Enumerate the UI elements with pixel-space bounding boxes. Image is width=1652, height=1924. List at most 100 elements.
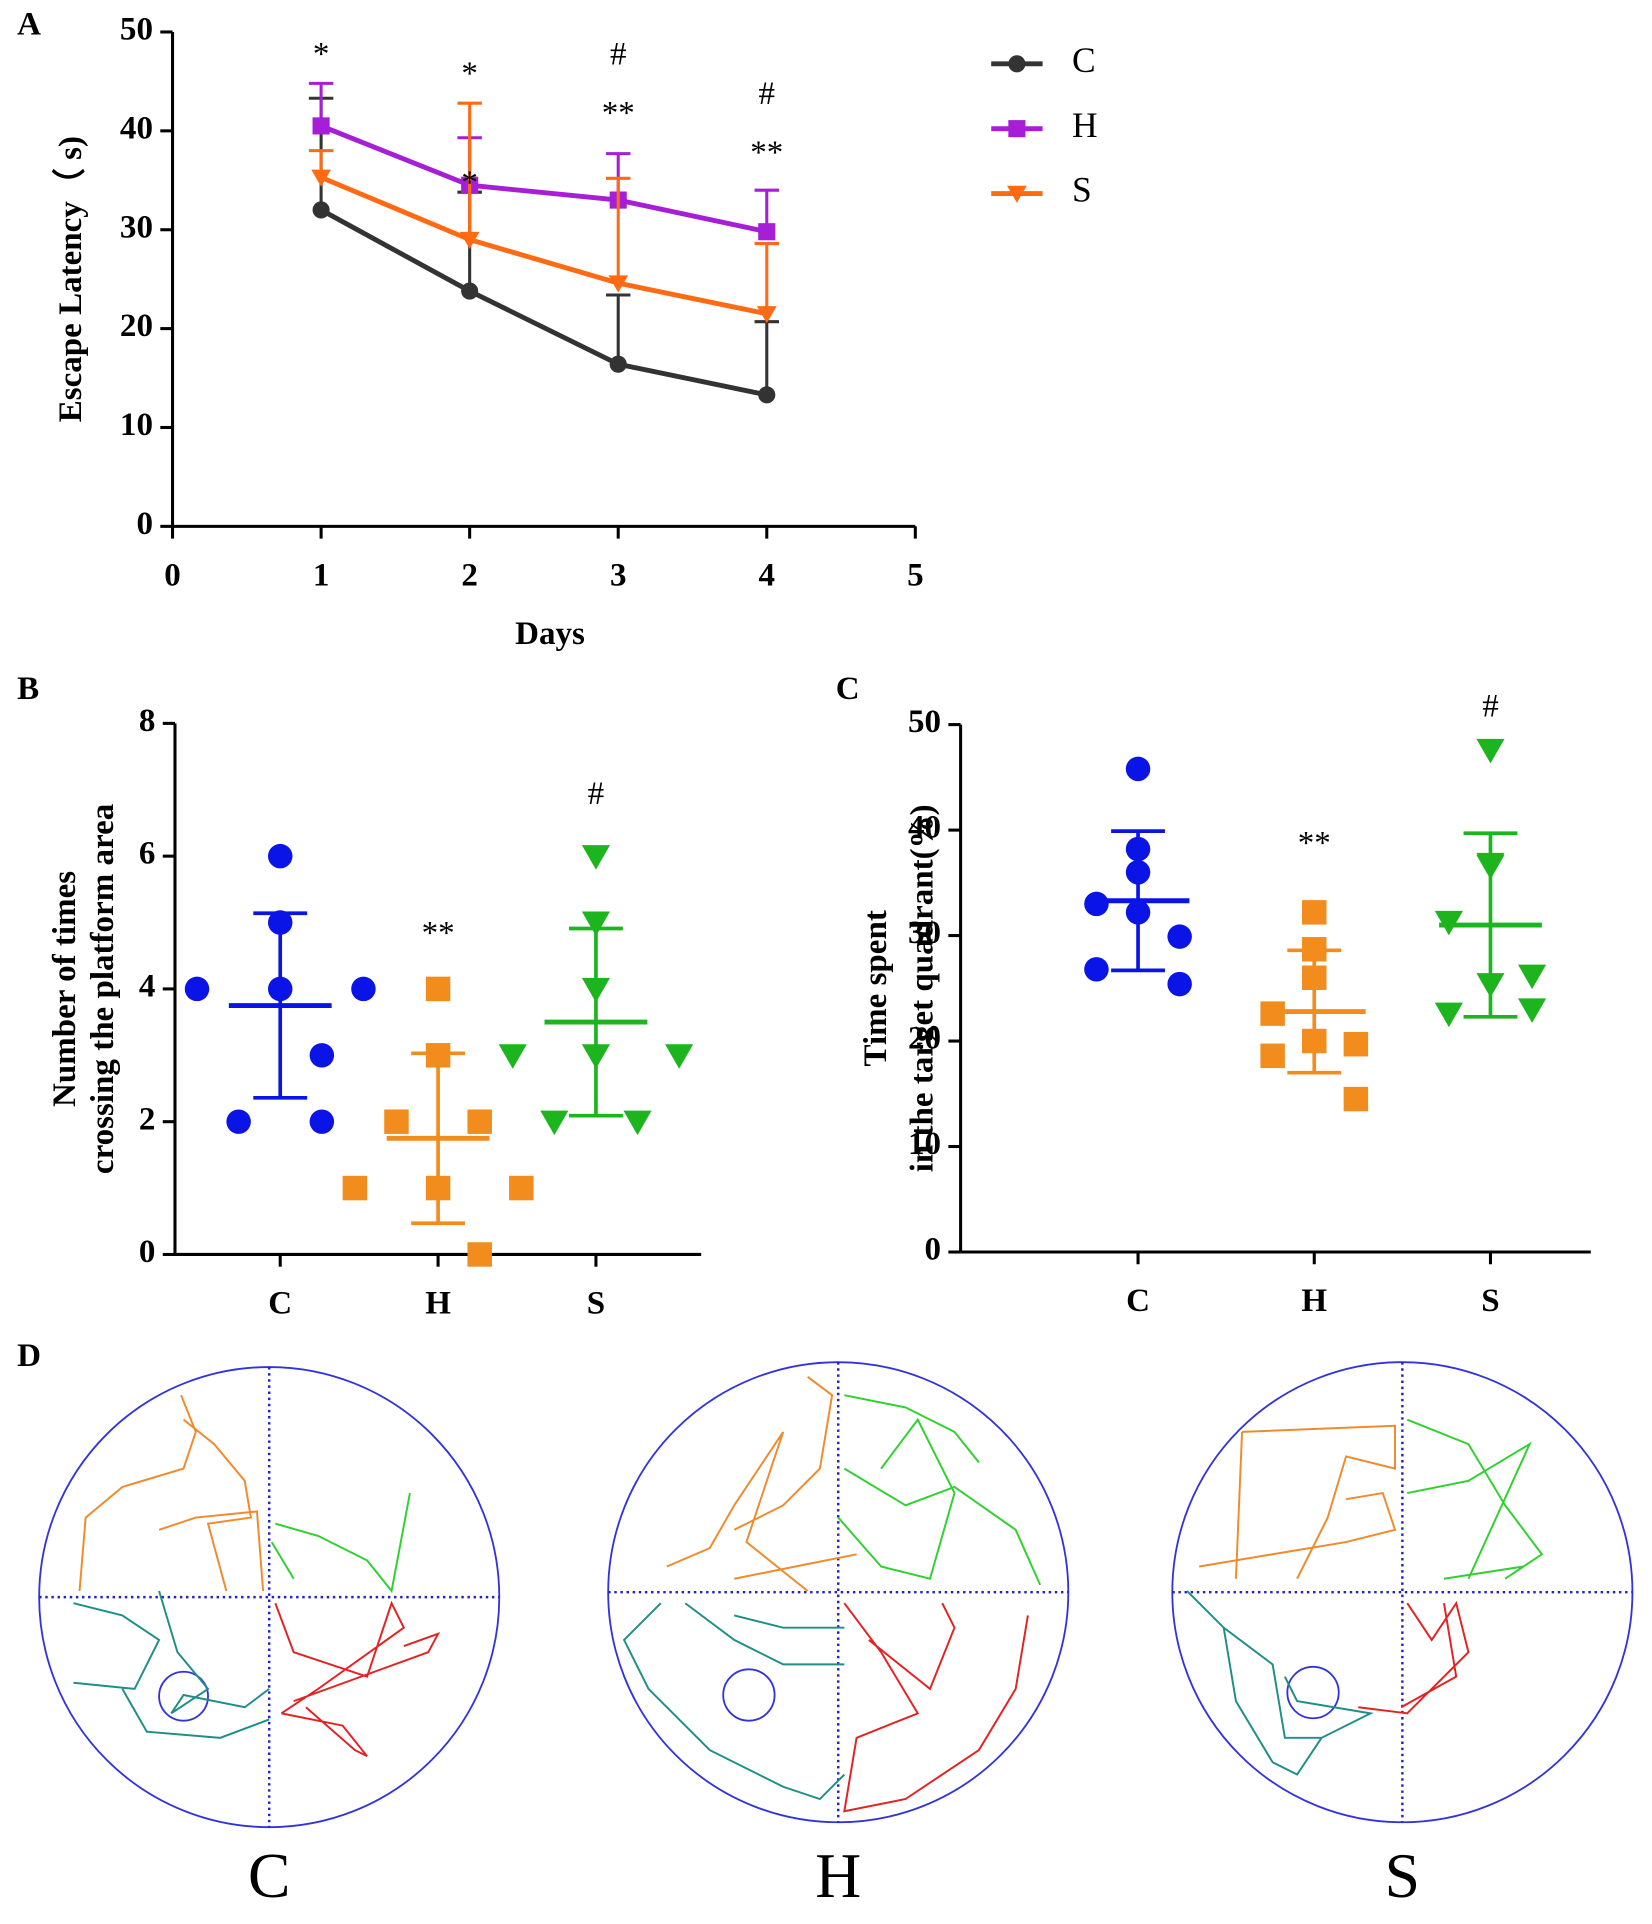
swim-path-h	[607, 1361, 1070, 1824]
y-tick-label: 40	[908, 810, 941, 846]
marker	[1007, 185, 1027, 203]
series-line	[320, 123, 768, 235]
y-axis-label: Time spent	[858, 910, 894, 1066]
y-tick-label: 20	[908, 1021, 941, 1057]
panel-label: D	[17, 1338, 41, 1374]
error-bar	[754, 320, 780, 395]
panel-d: D C H S	[17, 1338, 1634, 1911]
x-tick-label: 1	[313, 557, 330, 593]
marker	[758, 386, 776, 404]
marker	[609, 355, 627, 373]
swim-path-s	[1171, 1361, 1634, 1824]
y-tick-label: 20	[120, 308, 153, 344]
y-axis-label: crossing the platform area	[85, 803, 121, 1174]
annotation: *	[461, 165, 478, 201]
marker	[184, 976, 210, 1002]
marker	[758, 223, 776, 241]
x-tick-label: H	[1301, 1283, 1327, 1319]
marker	[351, 976, 376, 1002]
x-tick-label: S	[587, 1285, 605, 1321]
y-tick-label: 0	[925, 1232, 942, 1268]
caption: S	[1385, 1840, 1420, 1911]
marker	[309, 1043, 335, 1068]
marker	[311, 169, 331, 187]
marker	[461, 282, 479, 300]
marker	[1518, 964, 1547, 990]
marker	[467, 1109, 492, 1134]
annotation: **	[602, 96, 635, 132]
panel-label: C	[836, 671, 860, 707]
marker	[1476, 738, 1505, 764]
annotation: #	[759, 76, 776, 112]
annotation: #	[588, 776, 605, 812]
marker	[1434, 1002, 1463, 1028]
x-tick-label: 3	[610, 557, 627, 593]
error-bar	[457, 101, 482, 240]
caption: H	[815, 1840, 861, 1911]
y-tick-label: 50	[120, 12, 153, 48]
x-tick-label: 0	[164, 557, 181, 593]
annotation: **	[422, 915, 455, 951]
marker	[1518, 998, 1547, 1023]
panel-label: B	[17, 671, 39, 707]
x-tick-label: 2	[461, 557, 478, 593]
x-tick-label: 5	[907, 557, 924, 593]
marker	[384, 1109, 409, 1134]
y-axis-label: Escape Latency（ s)	[52, 136, 89, 422]
x-axis-label: Days	[515, 616, 585, 652]
marker	[342, 1175, 368, 1201]
y-tick-label: 30	[908, 915, 941, 951]
chart: C Time spent in the target quadrant(%) 0 10 2…	[836, 671, 1591, 1319]
marker	[467, 1242, 492, 1267]
y-tick-label: 0	[136, 506, 153, 542]
annotation: *	[461, 56, 478, 92]
marker	[226, 1109, 251, 1134]
annotation: **	[750, 135, 783, 171]
marker	[312, 201, 330, 219]
y-tick-label: 40	[120, 110, 153, 146]
error-bar	[605, 293, 631, 365]
legend-label: H	[1072, 105, 1098, 145]
x-tick-label: C	[1126, 1283, 1150, 1319]
y-tick-label: 30	[120, 209, 153, 245]
marker	[425, 976, 451, 1002]
y-tick-label: 6	[139, 836, 156, 872]
marker	[1008, 120, 1026, 138]
marker	[509, 1175, 534, 1201]
marker	[1260, 1043, 1285, 1069]
marker	[540, 1110, 569, 1136]
x-tick-label: H	[425, 1285, 451, 1321]
panel-label: A	[17, 7, 41, 43]
y-tick-label: 0	[139, 1234, 156, 1270]
x-tick-label: C	[268, 1285, 292, 1321]
swim-path-c	[38, 1366, 501, 1829]
marker	[608, 275, 629, 293]
annotation: #	[610, 36, 627, 72]
marker	[1343, 1031, 1369, 1057]
y-axis-label: Number of times	[47, 871, 83, 1107]
legend-label: S	[1072, 170, 1092, 210]
chart: A Escape Latency（ s) 0 10 20 30 40 50 Days 0 1 2 3 4 5…	[17, 7, 1097, 652]
marker	[267, 843, 293, 869]
x-tick-label: 4	[759, 557, 776, 593]
marker	[623, 1110, 652, 1136]
marker	[1343, 1086, 1369, 1112]
marker	[312, 117, 330, 135]
annotation: *	[313, 36, 330, 72]
y-tick-label: 10	[120, 407, 153, 443]
y-tick-label: 10	[908, 1126, 941, 1162]
marker	[498, 1044, 527, 1069]
marker	[665, 1044, 694, 1069]
y-tick-label: 4	[139, 968, 156, 1004]
marker	[1008, 55, 1026, 73]
y-tick-label: 8	[139, 703, 156, 739]
series-line	[319, 207, 768, 398]
marker	[1167, 924, 1192, 949]
marker	[1084, 891, 1109, 917]
marker	[756, 306, 777, 324]
chart: B Number of times crossing the platform ar…	[17, 671, 702, 1321]
error-bar	[754, 242, 780, 314]
annotation: #	[1482, 688, 1499, 724]
y-axis-label: in the target quadrant(%)	[905, 804, 941, 1172]
y-tick-label: 50	[908, 704, 941, 740]
